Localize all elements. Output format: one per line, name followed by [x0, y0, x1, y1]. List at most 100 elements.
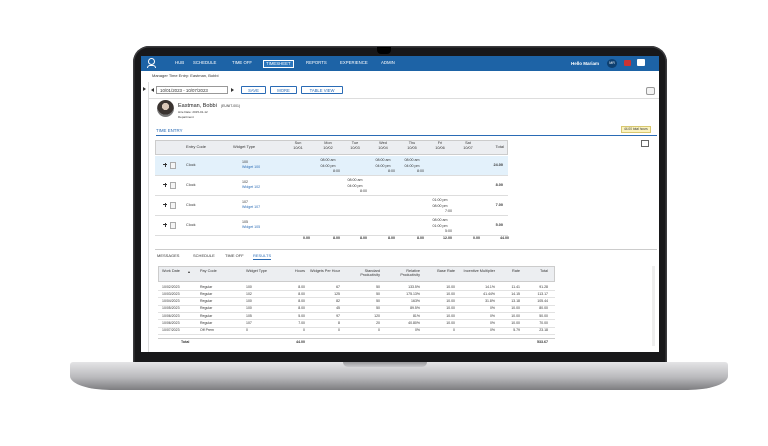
results-total-label: Total	[181, 340, 190, 344]
nav-item[interactable]: SCHEDULE	[193, 60, 217, 65]
user-initials[interactable]: MR	[607, 59, 617, 68]
calendar-icon[interactable]	[641, 140, 649, 147]
results-cell: 10.00	[511, 313, 520, 318]
sort-arrow[interactable]	[188, 270, 190, 273]
date-range[interactable]: 10/01/2023 - 10/07/2023	[156, 86, 228, 94]
nav-item[interactable]: HUB	[175, 60, 185, 65]
tab[interactable]: MESSAGES	[157, 253, 180, 258]
entry-row	[155, 156, 508, 176]
nav-item[interactable]: TIME OFF	[232, 60, 253, 65]
results-cell: 89.5%	[410, 306, 420, 311]
day-name: Tue	[351, 141, 359, 145]
tab[interactable]: SCHEDULE	[193, 253, 215, 258]
row-total: 24.00	[493, 163, 503, 167]
day-name: Sat	[465, 141, 471, 145]
results-cell: 10/02/2023	[162, 284, 180, 289]
results-cell: 102	[246, 291, 252, 296]
greeting: Hello Mariam	[571, 61, 600, 66]
widget-name: Widget 107	[242, 205, 261, 209]
day-total: 8.00	[360, 236, 367, 240]
nav-item[interactable]: REPORTS	[306, 60, 327, 65]
time-value: 8:00	[388, 169, 395, 173]
chat-icon[interactable]	[637, 59, 645, 66]
entry-code: Clock	[186, 223, 196, 227]
day-total: 8.00	[333, 236, 340, 240]
results-cell: Regular	[200, 284, 213, 289]
results-cell: 14.1%	[485, 284, 495, 289]
remove-button[interactable]	[170, 182, 176, 189]
sidebar-arrow[interactable]	[143, 87, 146, 91]
results-cell: 100	[246, 284, 252, 289]
results-col-header: Pay Code	[200, 269, 217, 273]
results-cell: 10/06/2023	[162, 313, 180, 318]
entry-code: Clock	[186, 163, 196, 167]
results-cell: 41.44%	[483, 291, 495, 296]
results-cell: 0%	[489, 306, 495, 311]
logo[interactable]	[147, 58, 156, 69]
tab[interactable]: TIME OFF	[225, 253, 244, 258]
results-cell: 0%	[489, 313, 495, 318]
results-cell: 10.00	[446, 306, 455, 311]
results-cell: 50	[376, 284, 380, 289]
results-cell: 0%	[414, 328, 420, 333]
results-cell: 5.79	[513, 328, 520, 333]
grid-header	[155, 140, 508, 155]
day-name: Mon	[324, 141, 332, 145]
results-cell: 20	[376, 321, 380, 325]
logo-head	[148, 58, 155, 65]
toolbar-button[interactable]: MORE	[270, 86, 297, 94]
results-row	[158, 283, 555, 291]
remove-button[interactable]	[170, 222, 176, 229]
time-value: 01:00 pm	[432, 223, 448, 228]
time-value: 5:00	[445, 229, 452, 233]
day-name: Fri	[437, 141, 443, 145]
results-cell: 8	[338, 321, 340, 325]
day-date: 10/07	[463, 146, 473, 150]
entry-row	[155, 176, 508, 196]
results-cell: 10.00	[446, 313, 455, 318]
print-button[interactable]	[646, 87, 655, 95]
entry-row	[155, 216, 508, 236]
day-total: 44.00	[500, 236, 509, 240]
employee-name: Eastman, Bobbi	[178, 103, 217, 109]
results-cell: 0	[338, 328, 340, 333]
next-week[interactable]	[231, 88, 234, 92]
nav-item[interactable]: TIMESHEET	[263, 59, 294, 69]
results-cell: 13.18	[511, 299, 520, 304]
remove-button[interactable]	[170, 202, 176, 209]
widget-code: 100	[242, 160, 248, 164]
tab[interactable]: RESULTS	[253, 253, 272, 260]
nav-item[interactable]: ADMIN	[381, 60, 395, 65]
results-cell: 163%	[411, 299, 420, 304]
prev-week[interactable]	[151, 88, 154, 92]
results-cell: 50	[376, 291, 380, 296]
day-date: 10/01	[293, 146, 303, 150]
widget-name: Widget 100	[242, 165, 261, 169]
widget-name: Widget 102	[242, 185, 261, 189]
toolbar-button[interactable]: SAVE	[241, 86, 266, 94]
results-cell: 11.41	[511, 284, 521, 289]
results-cell: 80.00	[539, 306, 548, 311]
widget-code: 105	[242, 220, 248, 224]
time-value: 04:00 pm	[375, 163, 391, 168]
flag-icon[interactable]	[624, 60, 631, 66]
remove-button[interactable]	[170, 162, 176, 169]
toolbar-button[interactable]: TABLE VIEW	[301, 86, 343, 94]
time-value: 7:00	[445, 209, 452, 213]
results-cell: 0	[246, 328, 248, 333]
time-value: 04:00 pm	[347, 183, 363, 188]
results-col-header: Incentive Multiplier	[463, 269, 495, 273]
avatar	[157, 100, 174, 117]
results-cell: 10.00	[511, 306, 520, 311]
results-cell: 133.5%	[408, 284, 420, 289]
nav-item[interactable]: EXPERIENCE	[340, 60, 368, 65]
results-cell: 0	[378, 328, 380, 333]
results-cell: 113.17	[537, 291, 548, 296]
results-cell: 10.00	[446, 321, 455, 325]
results-cell: 0%	[489, 321, 495, 325]
screen: HUB SCHEDULE TIME OFF TIMESHEET REPORTS EXPER…	[141, 56, 659, 352]
results-col-header: Rate	[511, 269, 520, 273]
results-cell: 10/05/2023	[162, 306, 180, 311]
col-header: Entry Code	[186, 144, 207, 149]
results-cell: 50.00	[539, 313, 548, 318]
